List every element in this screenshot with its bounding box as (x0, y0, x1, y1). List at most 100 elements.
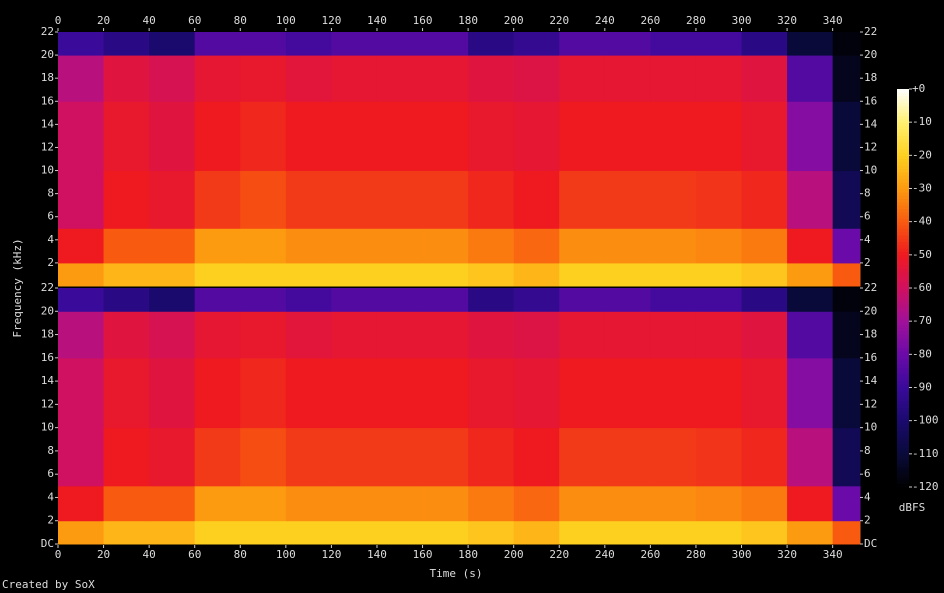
spectrogram-cell (331, 55, 378, 102)
colorbar-tick-label: -10 (912, 115, 932, 128)
spectrogram-cell (240, 357, 287, 429)
spectrogram-cell (787, 32, 834, 56)
spectrogram-cell (58, 262, 105, 287)
colorbar-swatch (897, 374, 909, 379)
spectrogram-cell (787, 55, 834, 102)
spectrogram-cell (468, 520, 515, 545)
colorbar-swatch (897, 404, 909, 408)
spectrogram-cell (376, 427, 424, 487)
y-tick-label: 22 (41, 25, 54, 38)
x-tick-label: 40 (143, 14, 156, 27)
y-tick-label: 20 (864, 304, 877, 317)
y-tick-label: 14 (41, 117, 55, 130)
spectrogram-cell (331, 262, 378, 287)
spectrogram-cell (240, 101, 287, 172)
colorbar-swatch (897, 443, 909, 448)
colorbar-swatch (897, 128, 909, 133)
spectrogram-cell (194, 288, 241, 312)
spectrogram-cell (604, 262, 651, 287)
colorbar-swatch (897, 89, 909, 93)
spectrogram-cell (149, 170, 196, 229)
colorbar-swatch (897, 291, 909, 296)
spectrogram-cell (422, 311, 469, 359)
colorbar-swatch (897, 437, 909, 442)
colorbar-swatch (897, 238, 909, 243)
colorbar-swatch (897, 254, 909, 259)
colorbar-swatch (897, 105, 909, 110)
colorbar-swatch (897, 370, 909, 375)
spectrogram-cell (103, 427, 150, 487)
spectrogram-cell (194, 520, 241, 545)
colorbar-swatch (897, 447, 909, 452)
spectrogram-cell (285, 101, 332, 172)
spectrogram-cell (149, 288, 196, 312)
colorbar-swatch (897, 261, 909, 266)
spectrogram-cell (695, 357, 743, 429)
colorbar-tick-label: -110 (912, 447, 939, 460)
spectrogram-cell (240, 262, 287, 287)
spectrogram-cell (240, 311, 287, 359)
colorbar-swatch (897, 477, 909, 481)
spectrogram-cell (194, 262, 241, 287)
colorbar-swatch (897, 304, 909, 309)
x-tick-label: 200 (504, 14, 524, 27)
colorbar-swatch (897, 301, 909, 306)
spectrogram-cell (376, 228, 424, 264)
spectrogram-cell (559, 32, 606, 56)
colorbar-swatch (897, 95, 909, 100)
spectrogram-cell (787, 288, 834, 312)
spectrogram-cell (741, 311, 788, 359)
spectrogram-cell (741, 485, 788, 522)
colorbar-swatch (897, 450, 909, 455)
colorbar-tick-label: -90 (912, 381, 932, 394)
spectrogram-cell (58, 288, 105, 312)
x-tick-label: 260 (640, 14, 660, 27)
x-tick-label: 20 (97, 548, 110, 561)
spectrogram-cell (422, 485, 469, 522)
spectrogram-cell (103, 55, 150, 102)
colorbar-swatch (897, 417, 909, 422)
x-tick-label: 140 (367, 548, 387, 561)
colorbar-tick-label: -20 (912, 148, 932, 161)
x-tick-label: 0 (55, 14, 62, 27)
spectrogram-cell (559, 262, 606, 287)
spectrogram-cell (650, 427, 697, 487)
colorbar-tick-label: -40 (912, 215, 932, 228)
spectrogram-cell (103, 101, 150, 172)
spectrogram-cell (559, 427, 606, 487)
y-tick-label: 16 (41, 94, 54, 107)
colorbar-swatch (897, 195, 909, 199)
spectrogram-cell (468, 357, 515, 429)
colorbar-swatch (897, 155, 909, 160)
spectrogram-cell (513, 311, 560, 359)
spectrogram-cell (468, 55, 515, 102)
colorbar-swatch (897, 112, 909, 117)
colorbar-swatch (897, 224, 909, 229)
colorbar-swatch (897, 410, 909, 415)
spectrogram-cell (604, 228, 651, 264)
spectrogram-cell (285, 288, 332, 312)
colorbar-swatch (897, 148, 909, 153)
spectrogram-cell (787, 262, 834, 287)
spectrogram-cell (149, 101, 196, 172)
spectrogram-cell (331, 357, 378, 429)
spectrogram-cell (422, 427, 469, 487)
colorbar-swatch (897, 208, 909, 213)
x-tick-label: 80 (234, 548, 247, 561)
x-tick-label: 240 (595, 548, 615, 561)
colorbar-swatch (897, 307, 909, 312)
colorbar-swatch (897, 457, 909, 461)
colorbar-tick-label: -60 (912, 281, 932, 294)
x-tick-label: 300 (732, 14, 752, 27)
spectrogram-cell (422, 55, 469, 102)
colorbar-swatch (897, 231, 909, 236)
spectrogram-cell (285, 427, 332, 487)
spectrogram-cell (376, 485, 424, 522)
x-tick-label: 280 (686, 548, 706, 561)
colorbar-swatch (897, 125, 909, 130)
colorbar-swatch (897, 198, 909, 203)
colorbar-swatch (897, 171, 909, 176)
spectrogram-cell (103, 311, 150, 359)
spectrogram-cell (240, 288, 287, 312)
spectrogram-cell (58, 55, 105, 102)
